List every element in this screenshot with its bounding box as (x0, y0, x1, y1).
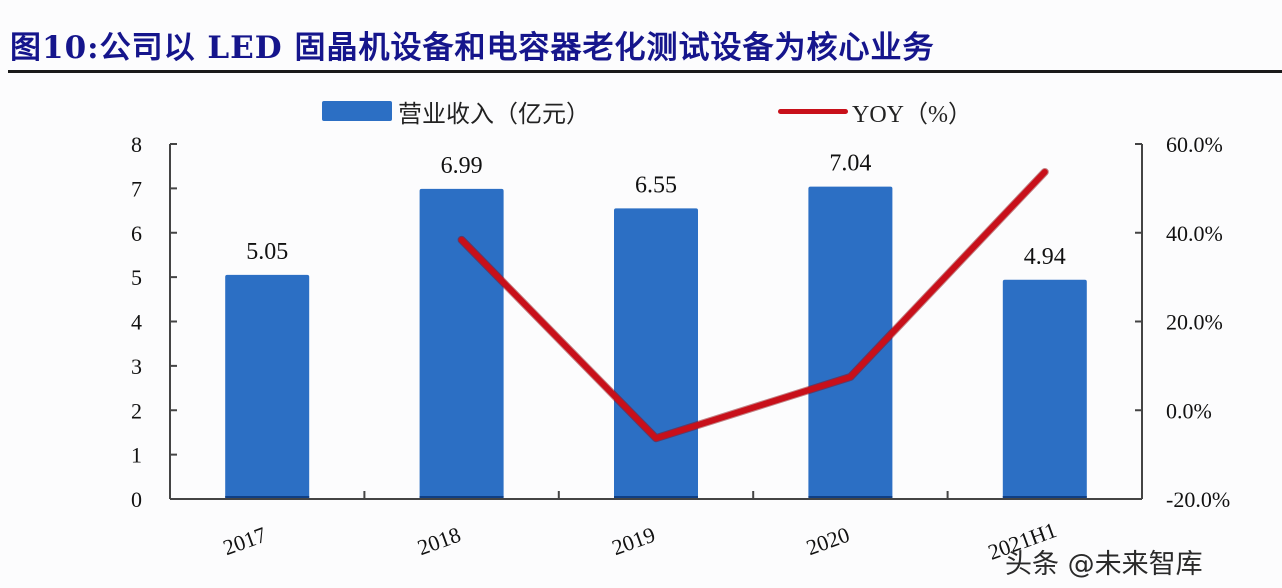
revenue-bar (1002, 279, 1087, 499)
chart-title: 图10:公司以 LED 固晶机设备和电容器老化测试设备为核心业务 (10, 30, 935, 66)
revenue-bar (225, 274, 310, 499)
legend-label-revenue: 营业收入（亿元） (398, 101, 590, 128)
watermark: 头条 @未来智库 (1005, 549, 1203, 580)
bar-value-label: 4.94 (1024, 244, 1066, 270)
bar-value-label: 6.99 (441, 153, 483, 179)
x-axis-category-label: 2019 (608, 522, 658, 561)
revenue-bar (614, 208, 698, 499)
left-axis-tick-label: 0 (131, 487, 142, 512)
right-axis-tick-label: -20.0% (1166, 487, 1230, 512)
right-axis-tick-label: 20.0% (1166, 310, 1223, 335)
bar-value-label: 6.55 (635, 172, 677, 198)
x-axis-category-label: 2017 (220, 522, 270, 561)
left-axis-tick-label: 5 (131, 265, 142, 290)
bar-value-label: 5.05 (246, 239, 288, 265)
left-axis-tick-label: 3 (131, 354, 142, 379)
left-axis-tick-label: 4 (131, 310, 142, 335)
bar-base (225, 496, 310, 499)
legend-item-yoy: YOY（%） (778, 96, 972, 128)
bar-base (808, 496, 893, 499)
right-axis-tick-label: 0.0% (1166, 398, 1212, 423)
x-axis-category-label: 2018 (414, 522, 464, 561)
bar-base (419, 496, 504, 499)
right-axis-tick-label: 60.0% (1166, 132, 1223, 157)
title-divider (8, 70, 1282, 73)
left-axis-tick-label: 6 (131, 221, 142, 246)
yoy-line (458, 168, 1048, 442)
revenue-bar (808, 186, 893, 499)
legend-label-yoy: YOY（%） (852, 101, 972, 128)
left-axis-tick-label: 7 (131, 176, 142, 201)
right-axis-tick-label: 40.0% (1166, 221, 1223, 246)
bar-base (614, 496, 698, 499)
legend-line-swatch-icon (778, 108, 848, 114)
bar-value-label: 7.04 (829, 151, 871, 177)
left-axis-tick-label: 2 (131, 398, 142, 423)
legend-bar-swatch-icon (322, 101, 392, 121)
revenue-bar (419, 188, 504, 499)
x-axis-category-label: 2020 (803, 522, 853, 561)
left-axis-tick-label: 1 (131, 443, 142, 468)
left-axis-tick-label: 8 (131, 132, 142, 157)
bar-base (1002, 496, 1087, 499)
legend-item-revenue: 营业收入（亿元） (322, 96, 590, 128)
